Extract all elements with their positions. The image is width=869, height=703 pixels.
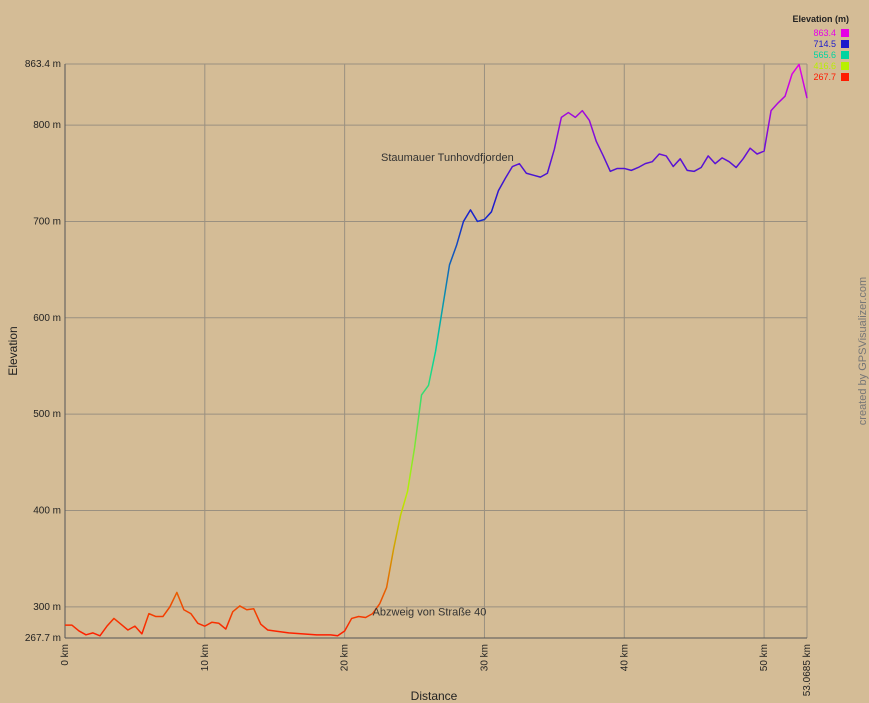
x-tick-label: 10 km — [200, 644, 211, 671]
y-tick-label: 863.4 m — [25, 59, 61, 70]
elevation-line — [65, 63, 808, 637]
y-tick-label: 800 m — [33, 120, 61, 131]
legend-label: 267.7 — [813, 72, 836, 82]
legend-swatch — [841, 62, 849, 70]
y-tick-label: 600 m — [33, 313, 61, 324]
y-tick-label: 500 m — [33, 409, 61, 420]
x-tick-label: 40 km — [619, 644, 630, 671]
x-tick-label: 0 km — [60, 644, 71, 666]
y-tick-label: 700 m — [33, 216, 61, 227]
x-axis-label: Distance — [411, 689, 458, 703]
legend-swatch — [841, 51, 849, 59]
annotation: Abzweig von Straße 40 — [373, 607, 487, 619]
credit: created by GPSVisualizer.com — [857, 277, 869, 425]
legend-label: 416.6 — [813, 61, 836, 71]
legend-label: 863.4 — [813, 28, 836, 38]
annotation: Staumauer Tunhovdfjorden — [381, 152, 514, 164]
y-tick-label: 300 m — [33, 602, 61, 613]
x-tick-label: 50 km — [759, 644, 770, 671]
x-tick-label: 20 km — [340, 644, 351, 671]
legend-label: 565.6 — [813, 50, 836, 60]
legend-label: 714.5 — [813, 39, 836, 49]
y-axis-label: Elevation — [6, 326, 20, 375]
legend-title: Elevation (m) — [792, 14, 849, 24]
x-tick-label: 30 km — [479, 644, 490, 671]
y-tick-label: 267.7 m — [25, 633, 61, 644]
x-tick-label: 53.0685 km — [802, 644, 813, 696]
legend-swatch — [841, 29, 849, 37]
legend-swatch — [841, 73, 849, 81]
legend-swatch — [841, 40, 849, 48]
y-tick-label: 400 m — [33, 506, 61, 517]
